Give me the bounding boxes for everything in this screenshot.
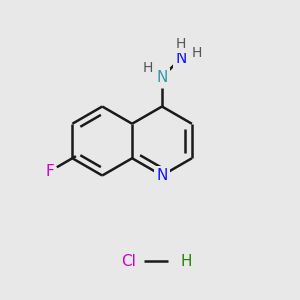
Text: H: H xyxy=(180,254,192,268)
Text: N: N xyxy=(156,70,168,85)
Text: Cl: Cl xyxy=(122,254,136,268)
Text: H: H xyxy=(142,61,153,74)
Text: H: H xyxy=(191,46,202,60)
Text: N: N xyxy=(156,168,168,183)
Text: H: H xyxy=(176,37,186,51)
Text: F: F xyxy=(46,164,54,179)
Text: N: N xyxy=(175,51,187,66)
